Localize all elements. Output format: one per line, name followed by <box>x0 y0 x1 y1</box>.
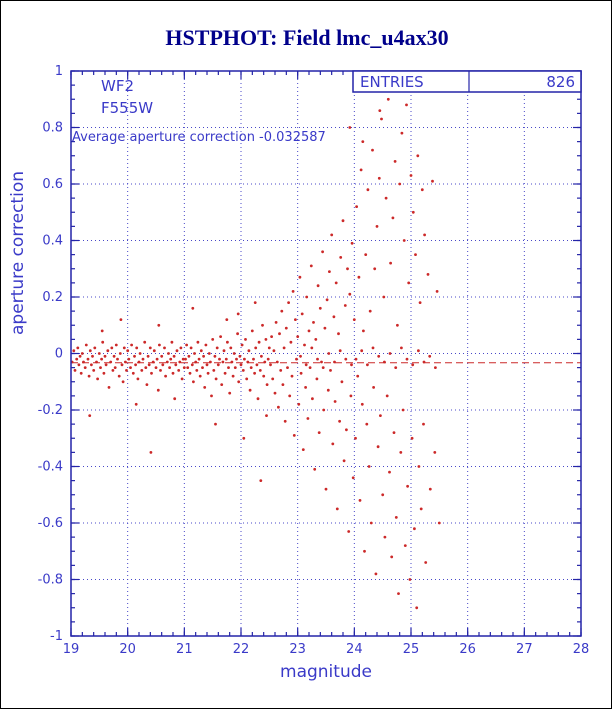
y-tick-label: -0.2 <box>38 403 63 418</box>
x-axis-title: magnitude <box>280 662 372 682</box>
x-tick-label: 26 <box>459 642 476 657</box>
y-tick-label: 0.8 <box>42 121 63 136</box>
y-tick-label: -0.8 <box>38 573 63 588</box>
y-tick-label: 0.6 <box>42 177 63 192</box>
gridlines <box>71 71 581 636</box>
x-tick-label: 21 <box>176 642 193 657</box>
entries-label: ENTRIES <box>360 73 424 91</box>
tick-labels: 19 20 21 22 23 24 25 26 27 28 1 0.8 0.6 0.4 0.2 0 -0.2 -0… <box>38 64 590 657</box>
filter-label: F555W <box>101 99 153 117</box>
x-tick-label: 24 <box>346 642 363 657</box>
detector-label: WF2 <box>101 77 134 95</box>
y-tick-label: 0.4 <box>42 234 63 249</box>
y-tick-label: -1 <box>50 629 63 644</box>
x-tick-label: 25 <box>403 642 420 657</box>
entries-box: ENTRIES 826 <box>352 70 582 93</box>
page-title: HSTPHOT: Field lmc_u4ax30 <box>165 25 448 50</box>
y-tick-label: 0.2 <box>42 290 63 305</box>
average-correction-annotation: Average aperture correction -0.032587 <box>72 130 326 145</box>
y-tick-label: -0.4 <box>38 460 63 475</box>
y-tick-label: 0 <box>55 347 63 362</box>
x-tick-label: 20 <box>119 642 136 657</box>
y-axis-title: aperture correction <box>8 171 28 335</box>
x-tick-label: 19 <box>63 642 80 657</box>
entries-value: 826 <box>546 73 575 91</box>
scatter-points <box>70 89 581 610</box>
y-tick-label: -0.6 <box>38 516 63 531</box>
entries-box-rect <box>352 70 582 93</box>
x-tick-label: 22 <box>233 642 250 657</box>
x-tick-label: 27 <box>516 642 533 657</box>
y-tick-label: 1 <box>55 64 63 79</box>
axes-frame <box>70 70 582 637</box>
x-tick-label: 28 <box>573 642 590 657</box>
x-tick-label: 23 <box>289 642 306 657</box>
